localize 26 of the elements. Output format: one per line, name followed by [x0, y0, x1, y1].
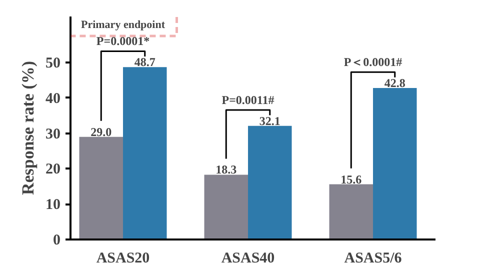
x-tick-label: ASAS40	[221, 250, 275, 266]
data-label: 18.3	[216, 162, 237, 177]
bar	[329, 184, 373, 240]
y-tick-label: 30	[46, 126, 60, 142]
y-axis-title: Response rate (%)	[18, 60, 38, 196]
bar	[204, 174, 248, 240]
data-label: 29.0	[90, 124, 112, 139]
data-label: 42.8	[384, 76, 406, 90]
bar	[123, 67, 167, 240]
annotation: Primary endpoint	[80, 18, 166, 31]
y-tick-label: 40	[46, 90, 60, 107]
y-tick-label: 0	[53, 232, 60, 248]
data-label: 15.6	[340, 172, 362, 186]
bar	[79, 136, 123, 240]
annotation: P＜0.0001#	[344, 55, 402, 70]
y-tick-label: 20	[46, 162, 60, 178]
bar	[373, 88, 417, 240]
annotation: P=0.0011#	[222, 92, 274, 107]
x-tick-label: ASAS5/6	[344, 250, 402, 266]
annotation: P=0.0001*	[96, 34, 150, 48]
y-tick-label: 10	[46, 197, 60, 214]
data-label: 48.7	[134, 55, 156, 70]
data-label: 32.1	[259, 114, 280, 128]
x-tick-label: ASAS20	[96, 250, 150, 266]
y-tick-label: 50	[46, 56, 60, 72]
bar	[248, 126, 292, 240]
